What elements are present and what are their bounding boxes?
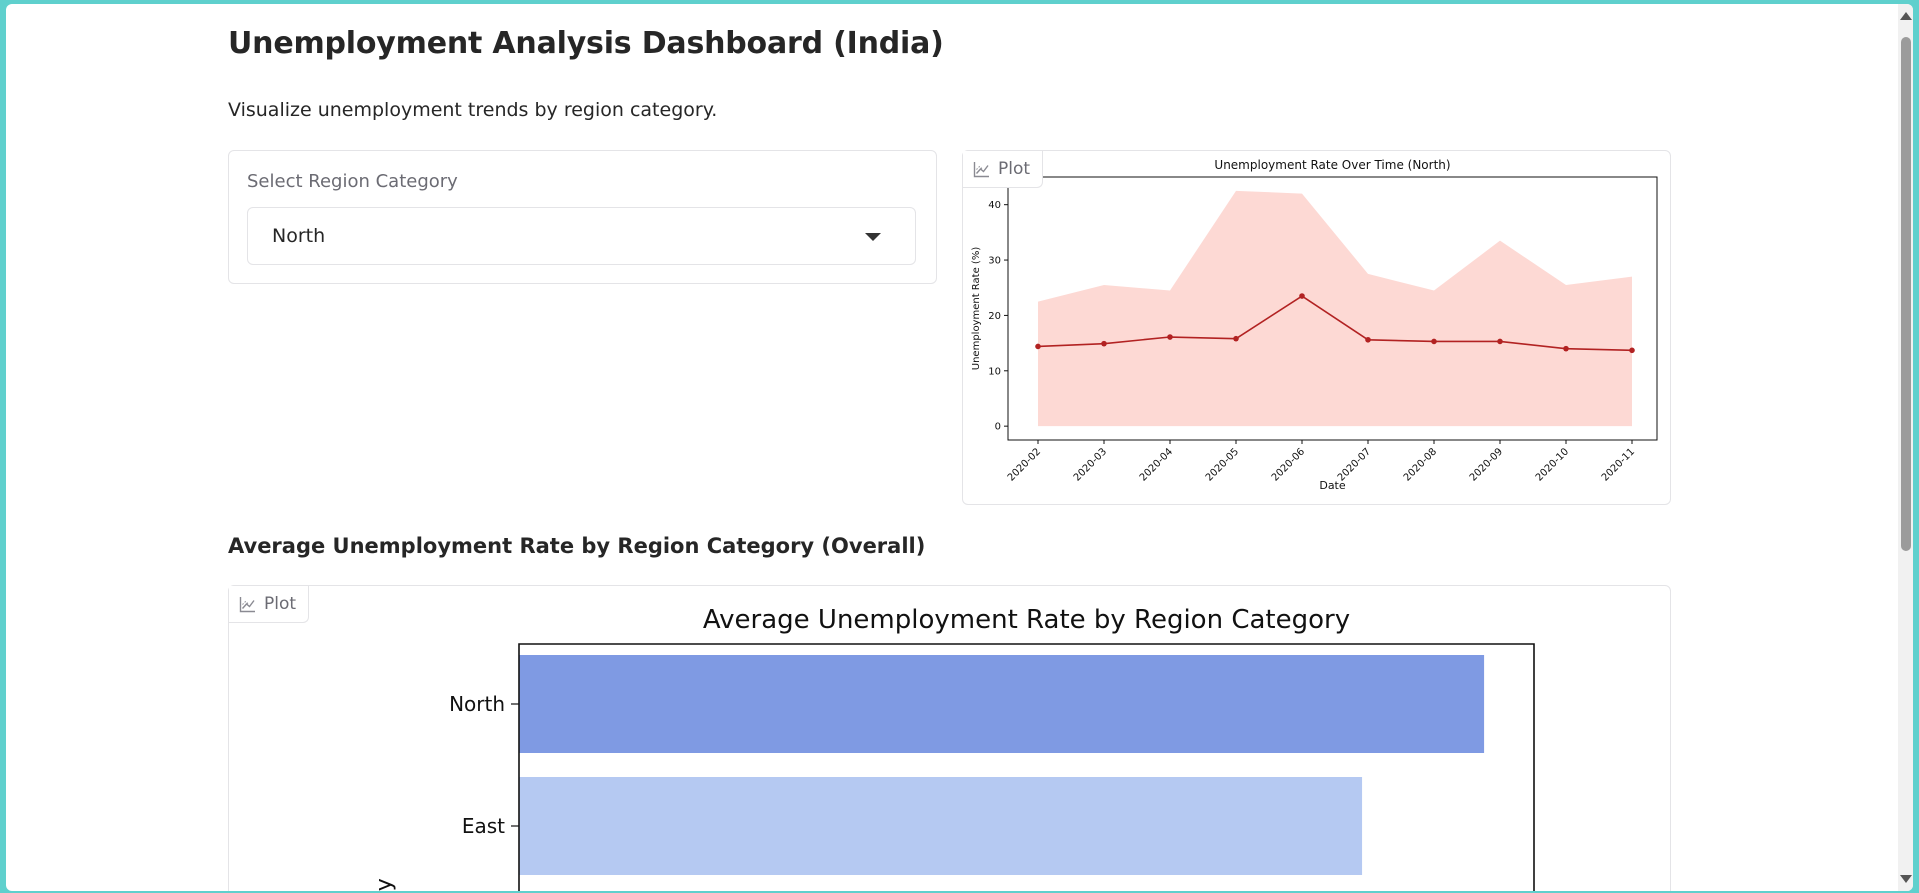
bar bbox=[519, 655, 1485, 753]
x-tick-label: 2020-10 bbox=[1534, 446, 1571, 483]
y-tick-label: 30 bbox=[988, 256, 1001, 267]
scroll-down-icon[interactable] bbox=[1900, 875, 1912, 883]
y-tick-label: 20 bbox=[988, 311, 1001, 322]
x-axis-label: Date bbox=[1319, 479, 1346, 492]
y-tick-label: 0 bbox=[995, 422, 1001, 433]
x-tick-label: 2020-03 bbox=[1072, 446, 1109, 483]
confidence-band bbox=[1038, 190, 1632, 427]
bar bbox=[519, 777, 1363, 875]
vertical-scrollbar[interactable] bbox=[1898, 4, 1913, 891]
bar-chart: Average Unemployment Rate by Region Cate… bbox=[372, 605, 1535, 891]
x-tick-label: 2020-06 bbox=[1270, 446, 1307, 483]
line-plot-card: Plot Unemployment Rate Over Time (North)… bbox=[962, 150, 1671, 505]
x-tick-label: 2020-08 bbox=[1402, 446, 1439, 483]
x-tick-label: 2020-02 bbox=[1006, 446, 1043, 483]
region-select-card: Select Region Category North bbox=[228, 150, 937, 284]
page-subtitle: Visualize unemployment trends by region … bbox=[228, 99, 718, 121]
y-tick-label: 40 bbox=[988, 200, 1001, 211]
x-tick-label: 2020-11 bbox=[1600, 446, 1637, 483]
data-point bbox=[1563, 345, 1569, 352]
series-line bbox=[1037, 295, 1633, 352]
data-point bbox=[1101, 340, 1107, 347]
scrollbar-thumb[interactable] bbox=[1901, 37, 1911, 551]
line-chart: Unemployment Rate Over Time (North) 0 10 20… bbox=[971, 158, 1658, 492]
app-window: Unemployment Analysis Dashboard (India) … bbox=[6, 4, 1913, 891]
chevron-down-icon bbox=[865, 233, 881, 241]
data-point bbox=[1035, 343, 1041, 350]
y-tick-label: East bbox=[462, 814, 505, 838]
plot-tag: Plot bbox=[963, 151, 1044, 188]
plot-frame bbox=[518, 643, 1535, 891]
main-content: Unemployment Analysis Dashboard (India) … bbox=[6, 4, 1898, 891]
y-axis-label: Unemployment Rate (%) bbox=[971, 247, 982, 371]
x-tick-label: 2020-05 bbox=[1204, 446, 1241, 483]
data-point bbox=[1431, 338, 1437, 345]
region-select-label: Select Region Category bbox=[247, 171, 458, 192]
chart-title: Average Unemployment Rate by Region Cate… bbox=[703, 605, 1350, 635]
data-point bbox=[1497, 338, 1503, 345]
data-point bbox=[1365, 336, 1371, 343]
chart-line-icon bbox=[239, 596, 256, 613]
section-heading: Average Unemployment Rate by Region Cate… bbox=[228, 534, 926, 558]
bar-plot-card: Plot Average Unemployment Rate by Region… bbox=[228, 585, 1671, 891]
plot-frame bbox=[1007, 176, 1658, 441]
scroll-up-icon[interactable] bbox=[1900, 12, 1912, 20]
plot-tag: Plot bbox=[229, 586, 310, 623]
x-tick-label: 2020-04 bbox=[1138, 446, 1175, 483]
y-axis-label: ory bbox=[372, 878, 397, 891]
plot-tag-label: Plot bbox=[264, 594, 297, 614]
page-title: Unemployment Analysis Dashboard (India) bbox=[228, 26, 944, 61]
region-select-dropdown[interactable]: North bbox=[247, 207, 916, 265]
plot-tag-label: Plot bbox=[998, 159, 1031, 179]
data-point bbox=[1167, 334, 1173, 340]
data-point bbox=[1629, 347, 1635, 354]
region-select-value: North bbox=[272, 225, 326, 247]
x-tick-label: 2020-09 bbox=[1468, 446, 1505, 483]
chart-title: Unemployment Rate Over Time (North) bbox=[1214, 158, 1450, 172]
data-point bbox=[1299, 293, 1305, 299]
chart-line-icon bbox=[973, 161, 990, 178]
y-tick-label: North bbox=[449, 692, 505, 716]
y-tick-label: 10 bbox=[988, 366, 1001, 377]
data-point bbox=[1233, 335, 1239, 342]
